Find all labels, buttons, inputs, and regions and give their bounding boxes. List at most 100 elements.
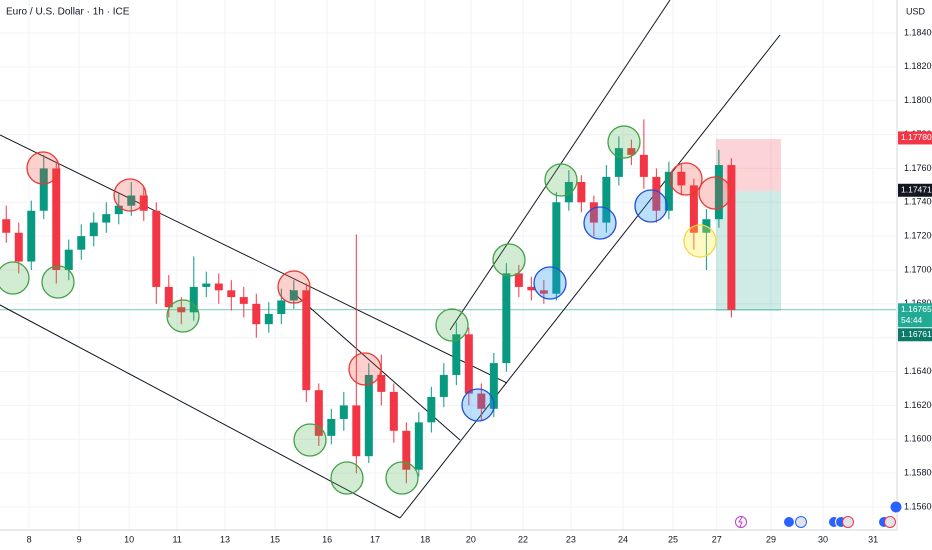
- candle-body: [2, 219, 11, 233]
- x-tick-label: 16: [322, 534, 332, 544]
- x-tick-label: 8: [27, 534, 32, 544]
- x-tick-label: 25: [668, 534, 678, 544]
- candle-body: [127, 195, 136, 206]
- trend-line: [399, 34, 781, 519]
- trend-line: [449, 0, 671, 331]
- candle-body: [252, 303, 261, 325]
- candle-body: [502, 273, 511, 364]
- candle-body: [689, 185, 698, 233]
- y-tick-label: 1.16400: [904, 366, 932, 376]
- y-tick-label: 1.16800: [904, 298, 932, 308]
- candle-body: [302, 290, 311, 391]
- y-tick-label: 1.16200: [904, 400, 932, 410]
- y-tick-label: 1.17400: [904, 197, 932, 207]
- price-badge: [898, 303, 932, 328]
- candle-body: [189, 286, 198, 313]
- y-tick-label: 1.15600: [904, 501, 932, 511]
- marker-circle: [435, 308, 469, 342]
- event-icon: [795, 516, 807, 528]
- trend-line: [0, 304, 401, 519]
- candle-body: [152, 210, 161, 287]
- x-tick-label: 10: [124, 534, 134, 544]
- target-zone: [716, 191, 781, 311]
- candle-body: [477, 393, 486, 409]
- candle-body: [177, 307, 186, 313]
- y-tick-label: 1.18000: [904, 95, 932, 105]
- y-tick-label: 1.16000: [904, 434, 932, 444]
- candle-body: [552, 202, 561, 294]
- candle-body: [214, 283, 223, 291]
- candle-body: [114, 205, 123, 215]
- candle-body: [664, 171, 673, 211]
- event-icon: [783, 516, 795, 528]
- x-tick-label: 11: [172, 534, 181, 544]
- marker-circle: [26, 151, 60, 185]
- candle-body: [364, 374, 373, 457]
- price-axis-bg: [897, 0, 932, 550]
- marker-circle: [166, 299, 200, 333]
- candle-body: [714, 165, 723, 220]
- marker-circle: [277, 270, 311, 304]
- candle-body: [539, 290, 548, 294]
- candle-body: [489, 363, 498, 409]
- x-tick-label: 31: [868, 534, 878, 544]
- x-tick-label: 20: [466, 534, 476, 544]
- candles: [2, 119, 736, 484]
- candle-body: [14, 232, 23, 262]
- candle-body: [639, 154, 648, 177]
- candle-body: [289, 290, 298, 301]
- marker-circle: [683, 224, 717, 258]
- price-badge-label: 1.16761: [901, 329, 932, 339]
- candle-body: [339, 405, 348, 419]
- y-tick-label: 1.17600: [904, 163, 932, 173]
- candle-body: [227, 290, 236, 298]
- candle-body: [264, 314, 273, 325]
- candle-body: [52, 168, 61, 270]
- x-tick-label: 24: [618, 534, 628, 544]
- candle-body: [602, 176, 611, 223]
- candle-body: [439, 374, 448, 397]
- y-tick-label: 1.17200: [904, 231, 932, 241]
- candle-body: [464, 334, 473, 394]
- price-badge-label: 1.16765: [901, 304, 932, 314]
- candle-body: [89, 222, 98, 237]
- candle-body: [164, 286, 173, 308]
- event-icon: [884, 516, 896, 528]
- candle-body: [589, 202, 598, 223]
- marker-circle: [330, 461, 364, 495]
- grid: [0, 0, 896, 530]
- candle-body: [677, 171, 686, 186]
- price-badge: [898, 131, 932, 145]
- candle-body: [427, 396, 436, 423]
- event-icon: [738, 516, 743, 528]
- candle-body: [239, 297, 248, 304]
- marker-circle: [0, 261, 30, 295]
- marker-circle: [583, 206, 617, 240]
- candle-body: [564, 181, 573, 203]
- x-tick-label: 17: [370, 534, 380, 544]
- y-axis-label: USD: [906, 6, 926, 16]
- marker-circle: [113, 178, 147, 212]
- drawings: [0, 0, 781, 519]
- trend-line: [0, 134, 508, 384]
- marker-circle: [607, 125, 641, 159]
- candle-body: [352, 405, 361, 457]
- y-tick-label: 1.17000: [904, 264, 932, 274]
- marker-circle: [492, 243, 526, 277]
- marker-circle: [634, 189, 668, 223]
- price-timer: 54:44: [901, 315, 923, 325]
- price-badge: [898, 328, 932, 342]
- x-tick-label: 23: [566, 534, 576, 544]
- candle-body: [277, 300, 286, 315]
- candle-body: [727, 165, 736, 310]
- x-tick-label: 30: [818, 534, 828, 544]
- candle-body: [514, 273, 523, 287]
- price-badge: [898, 183, 932, 197]
- markers: [0, 125, 732, 495]
- marker-circle: [293, 423, 327, 457]
- candle-body: [402, 430, 411, 470]
- candle-body: [414, 422, 423, 470]
- candle-body: [527, 286, 536, 291]
